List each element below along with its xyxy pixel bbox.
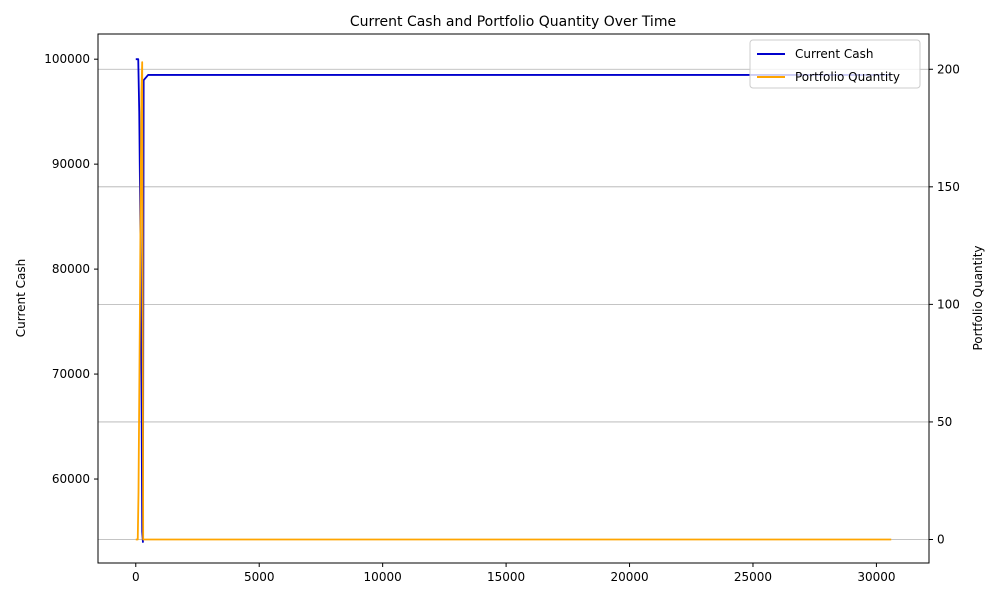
y-right-tick-label: 0: [937, 532, 945, 546]
y-left-tick-label: 90000: [52, 157, 90, 171]
x-tick-label: 5000: [244, 570, 275, 584]
y-axis-left-label: Current Cash: [14, 259, 28, 337]
legend-label-current-cash: Current Cash: [795, 47, 873, 61]
series-line-current-cash: [135, 58, 892, 543]
gridlines: [98, 68, 929, 540]
x-tick-label: 15000: [487, 570, 525, 584]
x-tick-label: 10000: [364, 570, 402, 584]
y-left-tick-label: 70000: [52, 367, 90, 381]
y-right-tick-label: 150: [937, 180, 960, 194]
series-lines: [135, 58, 892, 543]
x-axis: 0 5000 10000 15000 20000 25000 30000: [132, 563, 896, 584]
y-right-tick-label: 50: [937, 415, 952, 429]
x-tick-label: 20000: [610, 570, 648, 584]
y-right-tick-label: 100: [937, 297, 960, 311]
plot-frame: [97, 33, 930, 564]
x-tick-label: 0: [132, 570, 140, 584]
legend-frame: [749, 39, 921, 89]
y-axis-right: 0 50 100 150 200: [929, 62, 960, 546]
x-tick-label: 30000: [857, 570, 895, 584]
y-left-tick-label: 80000: [52, 262, 90, 276]
x-tick-label: 25000: [734, 570, 772, 584]
legend-label-portfolio-quantity: Portfolio Quantity: [795, 70, 900, 84]
y-left-tick-label: 60000: [52, 472, 90, 486]
series-line-portfolio-quantity: [135, 61, 892, 541]
y-axis-left: 60000 70000 80000 90000 100000: [44, 52, 98, 486]
y-left-tick-label: 100000: [44, 52, 90, 66]
y-right-tick-label: 200: [937, 62, 960, 76]
y-axis-right-label: Portfolio Quantity: [971, 245, 985, 350]
chart-title: Current Cash and Portfolio Quantity Over…: [350, 14, 676, 30]
legend: Current Cash Portfolio Quantity: [749, 39, 921, 89]
